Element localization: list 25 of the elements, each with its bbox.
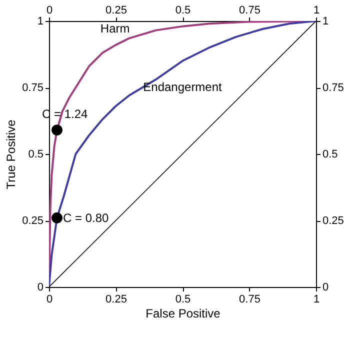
x-tick-label: 0.25 — [106, 4, 127, 16]
x2-tick-label: 1 — [313, 294, 320, 306]
x-axis-title: False Positive — [146, 306, 221, 320]
x-tick-label: 0.75 — [239, 4, 260, 16]
series-label: Endangerment — [143, 80, 223, 94]
y-tick-label: 1 — [37, 16, 44, 28]
y2-tick-label: 0 — [322, 282, 329, 294]
y2-tick-label: 1 — [322, 16, 329, 28]
y2-tick-label: 0.75 — [322, 82, 344, 94]
x2-tick-label: 0.75 — [239, 294, 260, 306]
x2-tick-label: 0.25 — [106, 294, 127, 306]
x-tick-label: 1 — [313, 4, 320, 16]
y-tick-label: 0.75 — [22, 82, 44, 94]
x-tick-label: 0.5 — [175, 4, 191, 16]
y-tick-label: 0 — [37, 282, 44, 294]
x2-tick-label: 0.5 — [175, 294, 191, 306]
y2-tick-label: 0.25 — [322, 215, 344, 227]
y-tick-label: 0.25 — [22, 215, 44, 227]
x2-tick-label: 0 — [46, 294, 53, 306]
y-axis-title: True Positive — [4, 119, 18, 190]
y2-tick-label: 0.5 — [322, 148, 338, 160]
annotation: C = 0.80 — [63, 210, 110, 225]
y-tick-label: 0.5 — [28, 148, 44, 160]
x-tick-label: 0 — [46, 4, 53, 16]
series-label: Harm — [100, 21, 130, 36]
